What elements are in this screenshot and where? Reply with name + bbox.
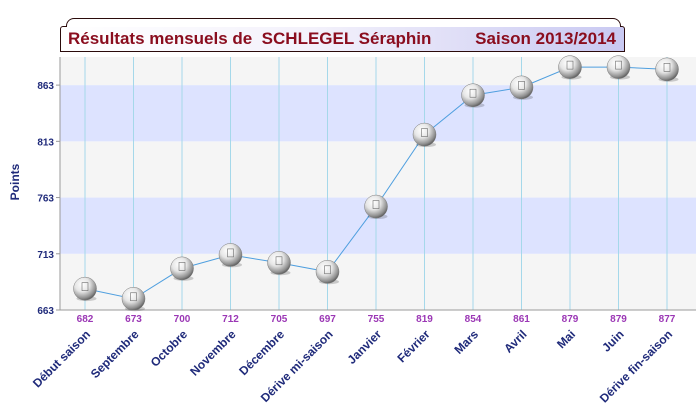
data-point	[412, 122, 437, 148]
x-tick-label: Début saison	[30, 327, 93, 390]
point-ball	[655, 57, 679, 82]
point-ball	[364, 194, 388, 219]
data-point	[558, 55, 582, 80]
value-label: 861	[513, 314, 530, 325]
point-ball	[606, 55, 631, 79]
x-tick-label: Septembre	[88, 327, 142, 381]
x-tick-label: Juin	[599, 327, 626, 354]
data-point	[73, 276, 97, 302]
point-ball	[461, 83, 485, 107]
y-tick-label: 863	[37, 81, 54, 92]
point-emblem	[372, 200, 380, 209]
value-label: 682	[77, 314, 94, 325]
point-ball	[267, 251, 291, 275]
value-label: 697	[319, 314, 336, 325]
point-emblem	[518, 81, 525, 90]
data-point	[606, 55, 631, 80]
x-tick-label: Avril	[501, 327, 529, 355]
plot-band	[60, 57, 696, 86]
data-point	[121, 287, 146, 312]
point-emblem	[227, 248, 234, 258]
y-axis-label: Points	[8, 163, 22, 200]
point-emblem	[615, 60, 622, 70]
x-tick-label: Mai	[554, 327, 578, 351]
y-tick-label: 763	[37, 194, 54, 205]
value-label: 854	[465, 314, 482, 325]
plot-band	[60, 253, 696, 310]
point-emblem	[469, 88, 477, 98]
point-emblem	[130, 292, 137, 302]
data-point	[170, 256, 194, 281]
x-tick-label: Novembre	[187, 327, 239, 379]
point-emblem	[324, 265, 331, 275]
value-label: 879	[610, 314, 627, 325]
plot-band	[60, 141, 696, 198]
data-point	[509, 75, 534, 100]
value-label: 819	[416, 314, 433, 325]
value-label: 700	[174, 314, 191, 325]
point-emblem	[421, 128, 428, 137]
data-point	[218, 243, 243, 268]
data-point	[267, 251, 291, 276]
point-ball	[121, 287, 146, 311]
x-tick-label: Octobre	[148, 327, 191, 370]
point-ball	[509, 75, 534, 100]
point-ball	[315, 260, 340, 284]
point-emblem	[566, 60, 574, 70]
point-ball	[218, 243, 243, 267]
y-tick-label: 813	[37, 137, 54, 148]
point-ball	[73, 276, 97, 301]
value-label: 877	[659, 314, 676, 325]
data-point	[315, 260, 340, 285]
chart-title-banner: Résultats mensuels de SCHLEGEL Séraphin …	[60, 18, 625, 52]
point-emblem	[275, 256, 283, 266]
value-label: 673	[125, 314, 142, 325]
y-tick-label: 713	[37, 250, 54, 261]
value-label: 755	[368, 314, 385, 325]
value-label: 705	[271, 314, 288, 325]
x-tick-label: Décembre	[236, 327, 287, 378]
data-point	[655, 57, 679, 82]
value-label: 712	[222, 314, 239, 325]
point-ball	[558, 55, 582, 79]
y-tick-label: 663	[37, 306, 54, 317]
chart-title: Résultats mensuels de SCHLEGEL Séraphin	[68, 29, 432, 48]
plot-band	[60, 85, 696, 142]
point-emblem	[663, 63, 671, 72]
point-ball	[412, 122, 437, 147]
x-tick-label: Février	[394, 327, 432, 365]
point-ball	[170, 256, 194, 281]
data-point	[364, 194, 388, 220]
point-emblem	[81, 282, 89, 291]
data-point	[461, 83, 485, 108]
value-label: 879	[562, 314, 579, 325]
point-emblem	[178, 262, 186, 271]
x-tick-label: Mars	[451, 327, 481, 357]
chart-season: Saison 2013/2014	[475, 29, 616, 48]
x-tick-label: Janvier	[345, 327, 385, 367]
